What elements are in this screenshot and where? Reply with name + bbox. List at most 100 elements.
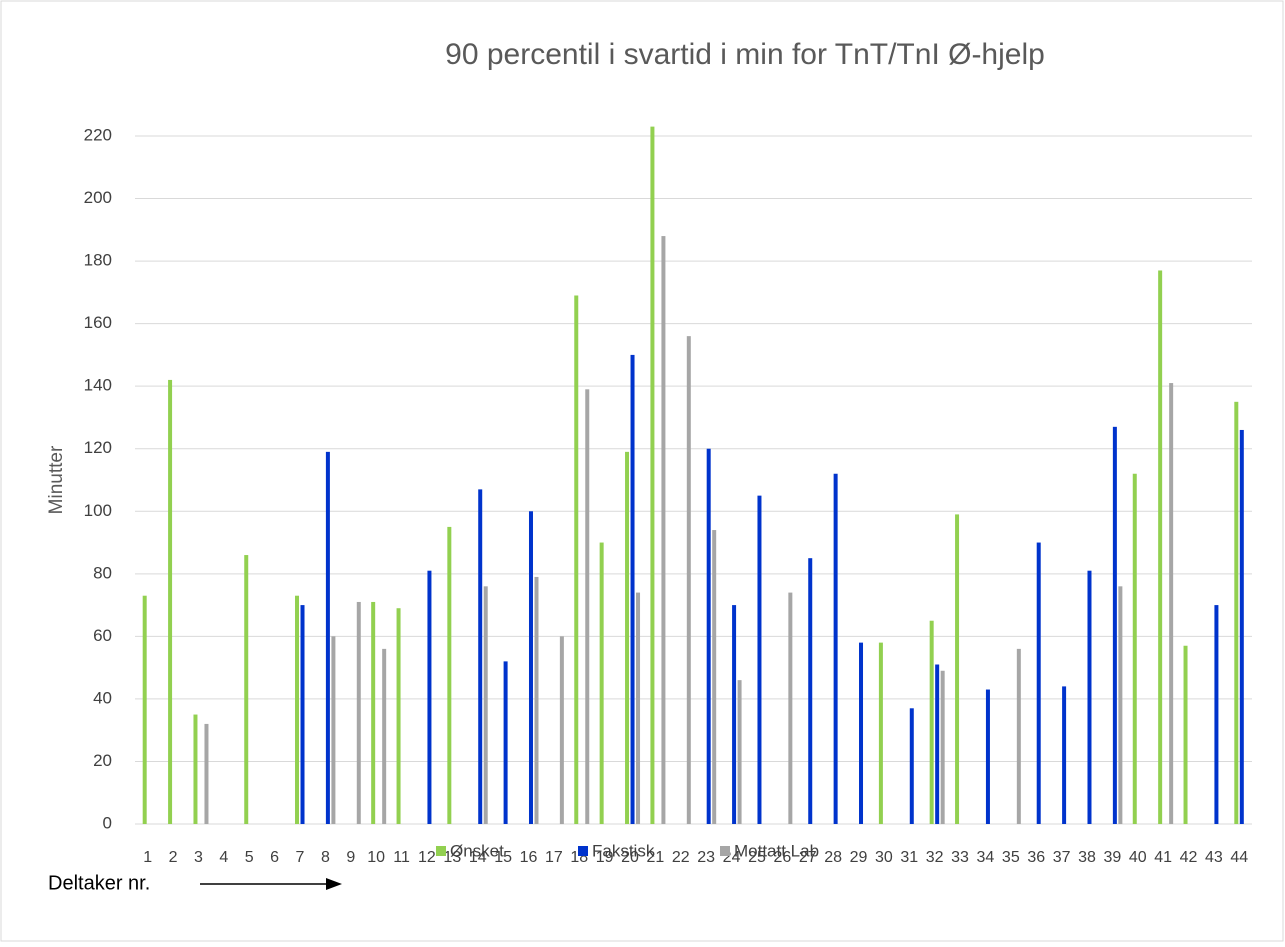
y-tick-label: 220 [84,125,112,144]
bar [503,661,508,824]
bar [483,586,488,824]
bar [1239,429,1244,824]
legend-label: Ønsket [450,841,504,860]
x-tick-label: 7 [296,849,305,866]
bar [706,448,711,824]
x-tick-label: 12 [418,849,436,866]
x-tick-label: 16 [520,849,538,866]
x-tick-label: 3 [194,849,203,866]
y-tick-label: 160 [84,313,112,332]
bar [1112,426,1117,824]
bar [585,389,590,824]
x-tick-label: 2 [169,849,178,866]
x-tick-label: 10 [367,849,385,866]
x-tick-label: 8 [321,849,330,866]
x-tick-label: 38 [1078,849,1096,866]
x-tick-label: 30 [875,849,893,866]
bar [1132,473,1137,824]
annotation: Deltaker nr. [48,872,150,894]
x-tick-label: 15 [494,849,512,866]
bar [168,379,173,824]
x-tick-label: 26 [773,849,791,866]
bar [859,642,864,824]
x-tick-label: 28 [824,849,842,866]
x-tick-label: 41 [1154,849,1172,866]
bar [985,689,990,824]
x-tick-label: 31 [900,849,918,866]
y-tick-label: 120 [84,438,112,457]
legend-label: Fakstisk [592,841,655,860]
x-tick-label: 14 [469,849,487,866]
bar [325,451,330,824]
bar [1214,605,1219,824]
y-tick-label: 140 [84,376,112,395]
bar [808,558,813,824]
bar [661,236,666,824]
x-tick-label: 27 [799,849,817,866]
x-tick-label: 6 [270,849,279,866]
bar [1016,648,1021,824]
x-tick-label: 35 [1002,849,1020,866]
x-tick-label: 19 [596,849,614,866]
x-tick-label: 13 [443,849,461,866]
x-tick-label: 11 [393,849,410,866]
x-tick-label: 34 [977,849,995,866]
x-tick-label: 5 [245,849,254,866]
bar [1118,586,1123,824]
x-tick-label: 36 [1027,849,1045,866]
bar [1183,645,1188,824]
x-tick-label: 43 [1205,849,1223,866]
bar [1036,542,1041,824]
legend-swatch [436,846,446,856]
y-tick-label: 200 [84,188,112,207]
bar [935,664,940,824]
x-tick-label: 9 [346,849,355,866]
bar [712,530,717,824]
bar [929,620,934,824]
x-tick-label: 39 [1103,849,1121,866]
x-tick-label: 4 [219,849,228,866]
bar [371,601,376,824]
bar [732,605,737,824]
x-tick-label: 44 [1230,849,1248,866]
bar [396,608,401,824]
bar [295,595,300,824]
bar [193,714,198,824]
chart-title: 90 percentil i svartid i min for TnT/TnI… [445,38,1045,71]
x-tick-label: 23 [697,849,715,866]
x-tick-label: 20 [621,849,639,866]
bar [300,605,305,824]
bar [559,636,564,824]
x-tick-label: 40 [1129,849,1147,866]
x-tick-label: 17 [545,849,563,866]
bar [528,511,533,824]
bar [909,708,914,824]
y-tick-label: 100 [84,501,112,520]
bar [1169,383,1174,824]
bar [1158,270,1163,824]
y-tick-label: 0 [103,813,112,832]
legend-swatch [720,846,730,856]
x-tick-label: 29 [850,849,868,866]
bar [478,489,483,824]
bar [599,542,604,824]
bar [382,648,387,824]
bar [955,514,960,824]
y-tick-label: 180 [84,251,112,270]
bar [878,642,883,824]
bar [636,592,641,824]
y-axis-label: Minutter [46,445,67,514]
legend-label: Mottatt Lab [734,841,819,860]
legend-swatch [578,846,588,856]
bar [1062,686,1067,824]
bar [142,595,147,824]
bar [625,451,630,824]
x-tick-label: 37 [1053,849,1071,866]
y-tick-label: 20 [93,751,112,770]
bar [204,723,209,824]
x-tick-label: 32 [926,849,944,866]
bar [356,601,361,824]
bar [574,295,579,824]
